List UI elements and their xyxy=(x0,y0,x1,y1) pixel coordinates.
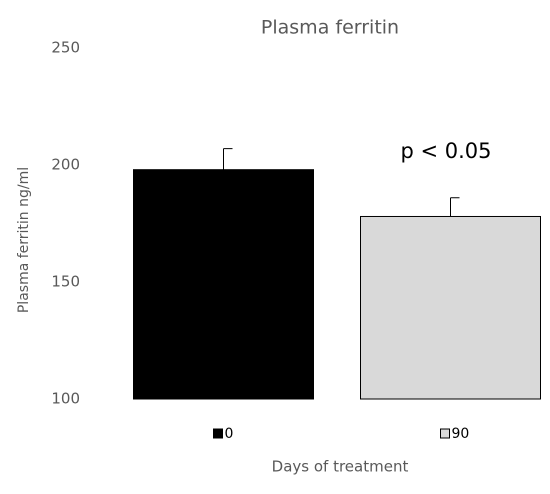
chart-title: Plasma ferritin xyxy=(261,17,399,39)
y-axis-label: Plasma ferritin ng/ml xyxy=(16,167,32,313)
y-tick-label: 200 xyxy=(51,156,80,174)
y-tick-label: 250 xyxy=(51,39,80,57)
legend-swatch xyxy=(440,428,450,439)
error-bar xyxy=(450,197,460,217)
bar xyxy=(360,215,541,400)
x-tick-label: 0 xyxy=(225,426,234,442)
annotation: p < 0.05 xyxy=(400,139,491,163)
error-bar xyxy=(223,148,233,170)
y-tick-label: 100 xyxy=(51,390,80,408)
bar xyxy=(133,169,314,400)
legend-swatch xyxy=(213,428,223,439)
y-tick-label: 150 xyxy=(51,273,80,291)
x-tick-label: 90 xyxy=(452,426,470,442)
x-axis-label: Days of treatment xyxy=(272,458,409,476)
